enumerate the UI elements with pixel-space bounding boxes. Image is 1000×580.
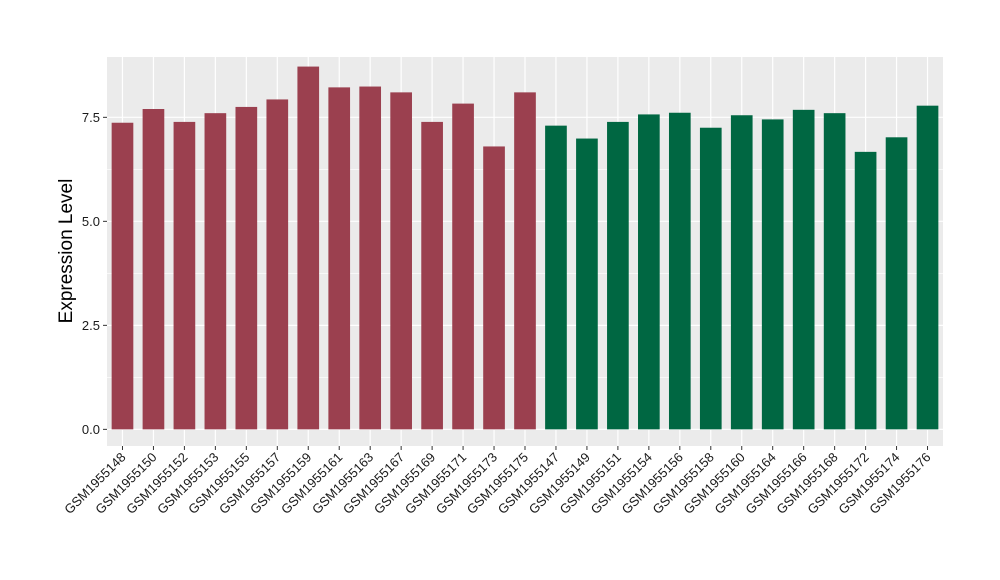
x-axis: GSM1955148GSM1955150GSM1955152GSM1955153… bbox=[61, 446, 934, 517]
bar-GSM1955151 bbox=[607, 121, 629, 430]
bar-GSM1955160 bbox=[730, 115, 753, 430]
bar-GSM1955148 bbox=[111, 122, 134, 430]
bar-GSM1955168 bbox=[823, 113, 846, 430]
bar-GSM1955153 bbox=[204, 113, 227, 430]
bar-GSM1955172 bbox=[854, 151, 877, 430]
bar-GSM1955161 bbox=[328, 87, 351, 430]
y-axis-title: Expression Level bbox=[56, 179, 77, 324]
bar-GSM1955171 bbox=[452, 103, 474, 430]
bar-GSM1955175 bbox=[514, 92, 536, 430]
bar-GSM1955157 bbox=[266, 99, 289, 430]
bar-GSM1955156 bbox=[668, 112, 691, 430]
bar-GSM1955174 bbox=[885, 137, 908, 430]
bar-GSM1955164 bbox=[761, 119, 784, 430]
bar-GSM1955150 bbox=[142, 109, 165, 430]
bar-GSM1955155 bbox=[235, 106, 258, 430]
y-tick-label: 7.5 bbox=[82, 110, 100, 125]
bar-GSM1955147 bbox=[545, 125, 567, 430]
bar-GSM1955166 bbox=[792, 109, 815, 430]
bar-GSM1955149 bbox=[576, 138, 598, 430]
bar-GSM1955167 bbox=[390, 92, 412, 430]
bar-GSM1955154 bbox=[638, 114, 660, 430]
bar-GSM1955173 bbox=[483, 146, 505, 430]
bar-GSM1955158 bbox=[699, 127, 722, 430]
bar-GSM1955176 bbox=[916, 105, 939, 430]
bar-GSM1955169 bbox=[421, 121, 443, 430]
bar-GSM1955159 bbox=[297, 66, 320, 430]
y-tick-label: 5.0 bbox=[82, 214, 100, 229]
bar-GSM1955152 bbox=[173, 121, 196, 430]
bars bbox=[111, 66, 939, 430]
y-tick-label: 0.0 bbox=[82, 422, 100, 437]
y-tick-label: 2.5 bbox=[82, 318, 100, 333]
y-axis: 0.0 2.5 5.0 7.5 bbox=[82, 110, 107, 437]
bar-GSM1955163 bbox=[359, 86, 382, 430]
